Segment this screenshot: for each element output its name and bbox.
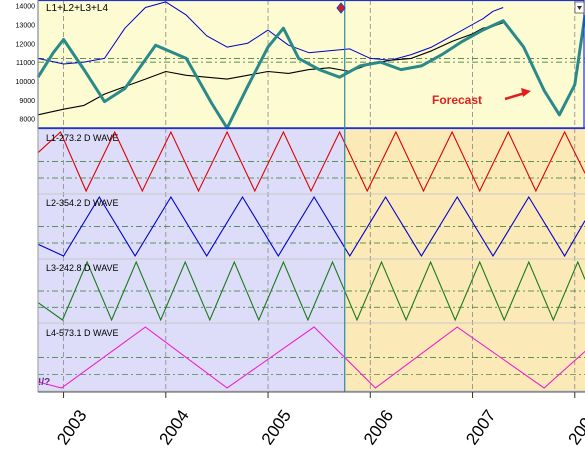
x-tick-label: 2007: [462, 406, 499, 448]
series-lines: [36, 1, 585, 389]
expand-arrow-icon: [577, 6, 582, 10]
wave-panel-label: L2-354.2 D WAVE: [46, 198, 119, 208]
y-tick-label: 12000: [16, 41, 36, 48]
chart-title: L1+L2+L3+L4: [46, 3, 108, 14]
y-tick-label: 8000: [19, 117, 35, 124]
x-tick-label: 2008: [564, 406, 585, 448]
wave-line: [37, 326, 585, 389]
series-line-upper-envelope: [37, 1, 504, 65]
wave-panel-label: L4-573.1 D WAVE: [46, 328, 119, 338]
corner-mark: !/?: [38, 377, 50, 388]
wave-line: [37, 260, 585, 322]
y-tick-label: 11000: [16, 60, 35, 67]
panel-frames: [37, 0, 585, 398]
forecast-annotation: Forecast: [432, 93, 482, 107]
y-tick-label: 13000: [16, 22, 36, 29]
x-tick-label: 2003: [53, 406, 90, 448]
x-tick-label: 2006: [360, 406, 397, 448]
forecast-arrow-shaft: [504, 91, 526, 101]
y-tick-label: 10000: [16, 79, 36, 86]
x-tick-label: 2005: [258, 406, 295, 448]
wave-panel-label: L3-242.8 D WAVE: [46, 263, 119, 273]
wave-line: [37, 195, 585, 258]
y-tick-label: 9000: [19, 98, 35, 105]
y-tick-label: 14000: [16, 4, 36, 11]
x-tick-label: 2004: [156, 406, 193, 448]
forecast-background: [344, 128, 585, 392]
wave-panel-label: L1-273.2 D WAVE: [46, 133, 119, 143]
series-line-forecast: [36, 14, 585, 130]
history-background: [38, 128, 345, 392]
forecast-arrow-head: [521, 88, 531, 97]
wave-line: [37, 130, 585, 193]
cursor-marker-icon[interactable]: [336, 2, 346, 14]
